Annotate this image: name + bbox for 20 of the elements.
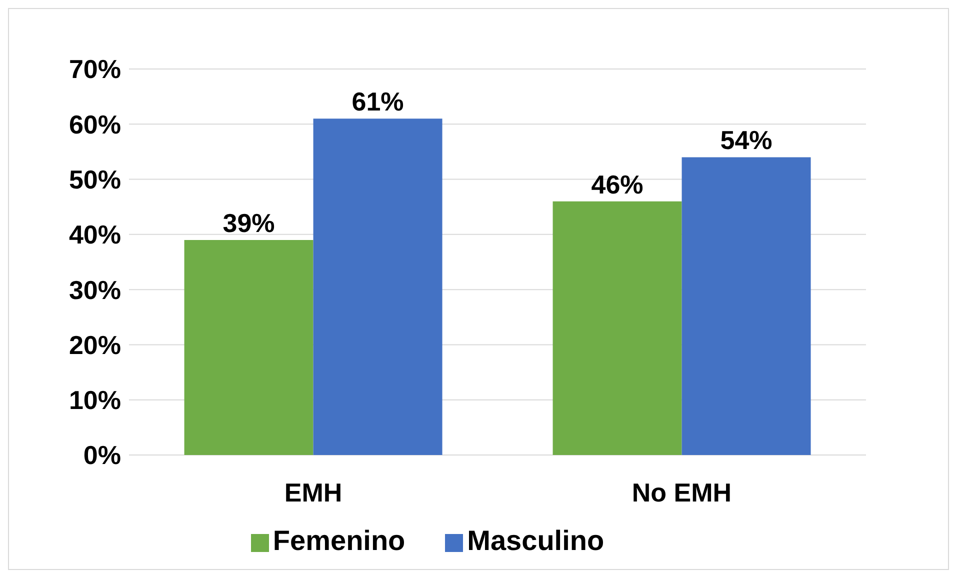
y-tick-label: 50% (68, 164, 121, 195)
bar (682, 157, 811, 455)
data-label: 39% (222, 208, 275, 238)
y-tick-label: 30% (68, 274, 121, 305)
bar (552, 201, 682, 455)
legend-label: Femenino (272, 525, 406, 556)
bar (313, 118, 442, 455)
y-tick-label: 60% (68, 109, 121, 140)
bar (184, 240, 314, 455)
y-tick-label: 70% (68, 54, 121, 84)
y-tick-label: 0% (83, 440, 121, 470)
legend-label: Masculino (467, 525, 604, 556)
y-tick-label: 40% (68, 220, 121, 250)
y-tick-label: 10% (68, 385, 121, 416)
x-tick-label: EMH (284, 477, 342, 508)
data-label: 46% (591, 169, 644, 200)
data-label: 54% (720, 125, 772, 156)
data-label: 61% (352, 86, 404, 117)
x-tick-label: No EMH (632, 477, 732, 508)
y-tick-label: 20% (68, 330, 121, 360)
